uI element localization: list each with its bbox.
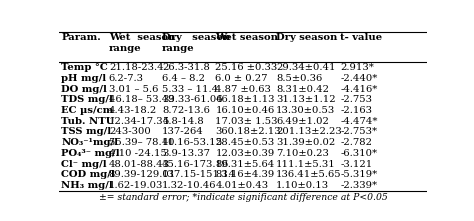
Text: 5.8-14.8: 5.8-14.8 (162, 117, 204, 126)
Text: 16.10±0.46: 16.10±0.46 (215, 106, 274, 115)
Text: NH₃ mg/l: NH₃ mg/l (61, 181, 113, 190)
Text: 136.41±5.65: 136.41±5.65 (276, 170, 342, 179)
Text: 360.18±2.13: 360.18±2.13 (215, 128, 281, 136)
Text: 6.2-7.3: 6.2-7.3 (109, 74, 144, 83)
Text: 4.10 -24.15: 4.10 -24.15 (109, 149, 167, 158)
Text: 137-264: 137-264 (162, 128, 204, 136)
Text: Cl⁻ mg/l: Cl⁻ mg/l (61, 160, 107, 169)
Text: 89.31±5.64: 89.31±5.64 (215, 160, 274, 169)
Text: 41.16-53.12: 41.16-53.12 (162, 138, 223, 147)
Text: ±= standard error; *indicate significant difference at P<0.05: ±= standard error; *indicate significant… (99, 193, 387, 202)
Text: Dry   season
range: Dry season range (162, 33, 230, 53)
Text: 7.10±0.23: 7.10±0.23 (276, 149, 329, 158)
Text: 58.45±0.53: 58.45±0.53 (215, 138, 274, 147)
Text: 46.18±1.13: 46.18±1.13 (215, 95, 275, 104)
Text: 137.15-151.14: 137.15-151.14 (162, 170, 236, 179)
Text: 243-300: 243-300 (109, 128, 151, 136)
Text: pH mg/l: pH mg/l (61, 74, 106, 83)
Text: 46.18– 53.43: 46.18– 53.43 (109, 95, 174, 104)
Text: 39.33-61.06: 39.33-61.06 (162, 95, 223, 104)
Text: -2.163: -2.163 (340, 106, 372, 115)
Text: 5.33 – 11.4: 5.33 – 11.4 (162, 85, 218, 93)
Text: 6.49±1.02: 6.49±1.02 (276, 117, 329, 126)
Text: -2.753: -2.753 (340, 95, 372, 104)
Text: -2.440*: -2.440* (340, 74, 378, 83)
Text: 25.16 ±0.33: 25.16 ±0.33 (215, 63, 278, 72)
Text: TDS mg/l: TDS mg/l (61, 95, 113, 104)
Text: Param.: Param. (61, 33, 101, 42)
Text: 45.16-173.16: 45.16-173.16 (162, 160, 229, 169)
Text: 6.0 ± 0.27: 6.0 ± 0.27 (215, 74, 268, 83)
Text: 26.3-31.8: 26.3-31.8 (162, 63, 210, 72)
Text: 29.34±0.41: 29.34±0.41 (276, 63, 336, 72)
Text: 17.03± 1.53: 17.03± 1.53 (215, 117, 278, 126)
Text: 48.01-88.43: 48.01-88.43 (109, 160, 170, 169)
Text: 3.9-13.37: 3.9-13.37 (162, 149, 210, 158)
Text: t- value: t- value (340, 33, 383, 42)
Text: 6.4 – 8.2: 6.4 – 8.2 (162, 74, 205, 83)
Text: 1.62-19.03: 1.62-19.03 (109, 181, 163, 190)
Text: TSS mg/l: TSS mg/l (61, 128, 111, 136)
Text: 83.16±4.39: 83.16±4.39 (215, 170, 274, 179)
Text: EC µs/cm: EC µs/cm (61, 106, 113, 115)
Text: 8.31±0.42: 8.31±0.42 (276, 85, 329, 93)
Text: 12.34-17.34: 12.34-17.34 (109, 117, 170, 126)
Text: -5.319*: -5.319* (340, 170, 377, 179)
Text: -2.782: -2.782 (340, 138, 372, 147)
Text: 55.39– 78.10: 55.39– 78.10 (109, 138, 174, 147)
Text: 1.32-10.46: 1.32-10.46 (162, 181, 217, 190)
Text: 2.913*: 2.913* (340, 63, 374, 72)
Text: 31.13±1.12: 31.13±1.12 (276, 95, 336, 104)
Text: -4.474*: -4.474* (340, 117, 378, 126)
Text: 12.03±0.39: 12.03±0.39 (215, 149, 274, 158)
Text: DO mg/l: DO mg/l (61, 85, 107, 93)
Text: 4.01±0.43: 4.01±0.43 (215, 181, 268, 190)
Text: Wet  season
range: Wet season range (109, 33, 175, 53)
Text: 4.87 ±0.63: 4.87 ±0.63 (215, 85, 271, 93)
Text: 111.1±5.31: 111.1±5.31 (276, 160, 336, 169)
Text: 201.13±2.23: 201.13±2.23 (276, 128, 342, 136)
Text: 8.5±0.36: 8.5±0.36 (276, 74, 322, 83)
Text: -2.753*: -2.753* (340, 128, 377, 136)
Text: Wet season: Wet season (215, 33, 278, 42)
Text: 31.39±0.02: 31.39±0.02 (276, 138, 335, 147)
Text: Temp °C: Temp °C (61, 63, 108, 72)
Text: 3.01 – 5.6: 3.01 – 5.6 (109, 85, 158, 93)
Text: -6.310*: -6.310* (340, 149, 377, 158)
Text: Tub. NTU: Tub. NTU (61, 117, 114, 126)
Text: -4.416*: -4.416* (340, 85, 378, 93)
Text: PO₄³⁻ mg/l: PO₄³⁻ mg/l (61, 149, 120, 158)
Text: -3.121: -3.121 (340, 160, 373, 169)
Text: 8.72-13.6: 8.72-13.6 (162, 106, 210, 115)
Text: 21.18-23.4: 21.18-23.4 (109, 63, 164, 72)
Text: 1.10±0.13: 1.10±0.13 (276, 181, 329, 190)
Text: COD mg/l: COD mg/l (61, 170, 115, 179)
Text: 13.30±0.53: 13.30±0.53 (276, 106, 335, 115)
Text: NO₃⁻¹mg/l: NO₃⁻¹mg/l (61, 138, 118, 147)
Text: -2.339*: -2.339* (340, 181, 377, 190)
Text: 4.43-18.2: 4.43-18.2 (109, 106, 157, 115)
Text: Dry season: Dry season (276, 33, 337, 42)
Text: 89.39-129.01: 89.39-129.01 (109, 170, 176, 179)
